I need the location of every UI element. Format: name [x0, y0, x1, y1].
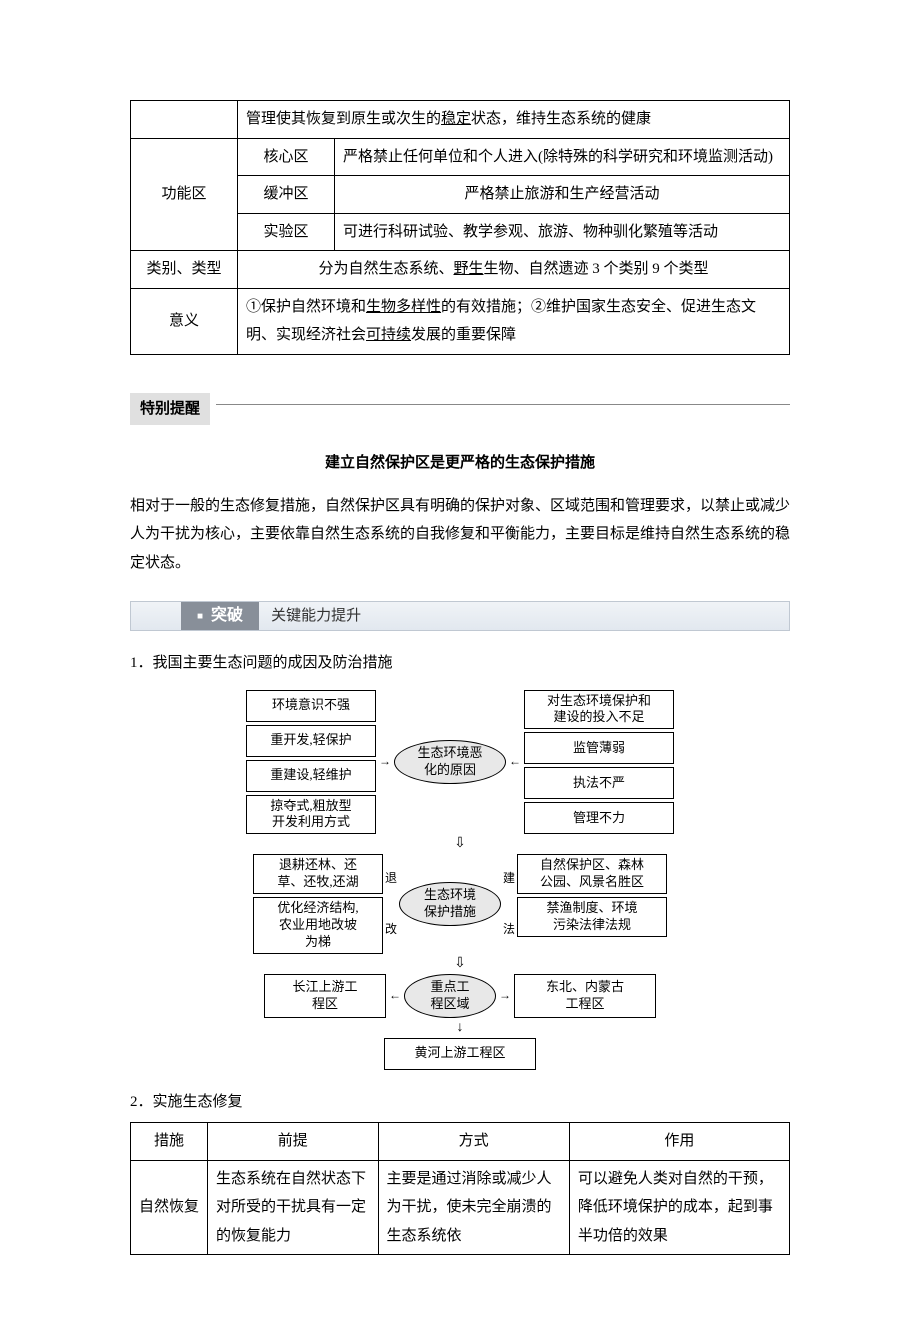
d-lt-2: 重建设,轻维护 [246, 760, 376, 792]
arrow-icon: ← [506, 690, 524, 835]
d-rb: 东北、内蒙古 工程区 [514, 974, 656, 1018]
t2-h0: 措施 [131, 1123, 208, 1161]
d-cm: 生态环境 保护措施 [399, 882, 501, 926]
d-rt-3: 管理不力 [524, 802, 674, 834]
d-annot-fa: 法 [501, 922, 517, 938]
d-lm-1: 优化经济结构, 农业用地改坡 为梯 [253, 897, 383, 954]
t1-buffer: 缓冲区 [238, 176, 335, 214]
t2-r1c0: 自然恢复 [131, 1160, 208, 1255]
t1-cat-u: 野生 [453, 261, 483, 277]
eco-diagram: 环境意识不强 重开发,轻保护 重建设,轻维护 掠夺式,粗放型 开发利用方式 → … [220, 690, 700, 1070]
breakthrough-pill: 突破 [181, 602, 259, 630]
t1-exp-desc: 可进行科研试验、教学参观、旅游、物种驯化繁殖等活动 [335, 213, 790, 251]
d-rm-0: 自然保护区、森林 公园、风景名胜区 [517, 854, 667, 894]
reminder-para: 相对于一般的生态修复措施，自然保护区具有明确的保护对象、区域范围和管理要求，以禁… [130, 492, 790, 578]
table-nature-reserve: 管理使其恢复到原生或次生的稳定状态，维持生态系统的健康 功能区 核心区 严格禁止… [130, 100, 790, 355]
t1-core: 核心区 [238, 138, 335, 176]
t1-cat-b: 生物、自然遗迹 3 个类别 9 个类型 [484, 261, 709, 277]
table-restoration: 措施 前提 方式 作用 自然恢复 生态系统在自然状态下对所受的干扰具有一定的恢复… [130, 1122, 790, 1255]
t1-sig-u1: 生物多样性 [366, 299, 441, 315]
breakthrough-sub: 关键能力提升 [271, 602, 361, 631]
down-arrow-icon: ⇩ [220, 957, 700, 971]
t1-core-desc: 严格禁止任何单位和个人进入(除特殊的科学研究和环境监测活动) [335, 138, 790, 176]
heading-2: 2．实施生态修复 [130, 1088, 790, 1117]
d-rt-2: 执法不严 [524, 767, 674, 799]
t2-r1c3: 可以避免人类对自然的干预，降低环境保护的成本，起到事半功倍的效果 [569, 1160, 789, 1255]
t1-r0b: 状态，维持生态系统的健康 [471, 111, 651, 127]
t1-sig-c: 发展的重要保障 [411, 327, 516, 343]
down-arrow-icon: ⇩ [220, 837, 700, 851]
t1-cat-label: 类别、类型 [131, 251, 238, 289]
arrow-icon: → [376, 690, 394, 835]
t2-r1c2: 主要是通过消除或减少人为干扰，使未完全崩溃的生态系统依 [378, 1160, 569, 1255]
t1-sig-a: ①保护自然环境和 [246, 299, 366, 315]
d-lm-0: 退耕还林、还 草、还牧,还湖 [253, 854, 383, 894]
arrow-icon: → [496, 974, 514, 1018]
t1-r0a: 管理使其恢复到原生或次生的 [246, 111, 441, 127]
d-bottom: 黄河上游工程区 [384, 1038, 536, 1070]
t1-cat-a: 分为自然生态系统、 [318, 261, 453, 277]
t1-buffer-desc: 严格禁止旅游和生产经营活动 [335, 176, 790, 214]
d-rt-0: 对生态环境保护和 建设的投入不足 [524, 690, 674, 730]
d-rm-1: 禁渔制度、环境 污染法律法规 [517, 897, 667, 937]
d-annot-tui: 退 [383, 871, 399, 887]
t2-h2: 方式 [378, 1123, 569, 1161]
t2-h1: 前提 [208, 1123, 379, 1161]
d-ct: 生态环境恶 化的原因 [394, 740, 506, 784]
t2-r1c1: 生态系统在自然状态下对所受的干扰具有一定的恢复能力 [208, 1160, 379, 1255]
d-lb: 长江上游工 程区 [264, 974, 386, 1018]
t1-sig-u2: 可持续 [366, 327, 411, 343]
d-annot-jian: 建 [501, 871, 517, 887]
arrow-icon: ← [386, 974, 404, 1018]
d-lt-3: 掠夺式,粗放型 开发利用方式 [246, 795, 376, 835]
heading-1: 1．我国主要生态问题的成因及防治措施 [130, 649, 790, 678]
t2-h3: 作用 [569, 1123, 789, 1161]
t1-sig-label: 意义 [131, 288, 238, 354]
d-lt-1: 重开发,轻保护 [246, 725, 376, 757]
d-annot-gai: 改 [383, 922, 399, 938]
reminder-label: 特别提醒 [130, 393, 210, 426]
d-lt-0: 环境意识不强 [246, 690, 376, 722]
reminder-title: 建立自然保护区是更严格的生态保护措施 [130, 449, 790, 478]
d-cb: 重点工 程区域 [404, 974, 496, 1018]
t1-r0u: 稳定 [441, 111, 471, 127]
reminder-line [216, 404, 790, 405]
reminder-row: 特别提醒 [130, 375, 790, 436]
down-arrow-icon: ↓ [220, 1021, 700, 1035]
breakthrough-bar: 突破 关键能力提升 [130, 601, 790, 631]
d-rt-1: 监管薄弱 [524, 732, 674, 764]
t1-func-label: 功能区 [131, 138, 238, 251]
t1-exp: 实验区 [238, 213, 335, 251]
